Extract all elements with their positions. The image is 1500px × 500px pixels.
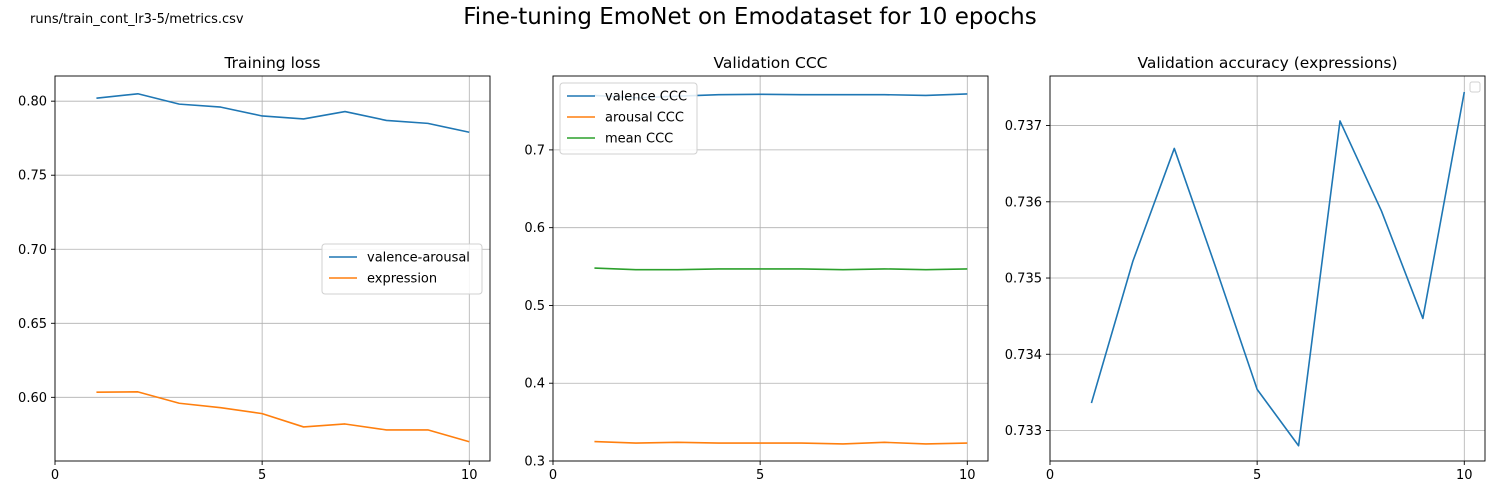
y-tick-label: 0.4: [524, 377, 545, 392]
y-tick-label: 0.60: [18, 391, 47, 406]
series-line-mean-ccc: [594, 267, 968, 271]
plot-frame: [552, 75, 989, 462]
x-tick-label: 5: [756, 468, 764, 483]
legend: valence-arousal expression: [321, 243, 483, 295]
legend-label: valence-arousal: [367, 251, 470, 266]
legend: valence CCC arousal CCC mean CCC: [559, 82, 698, 155]
series-line-accuracy: [1090, 91, 1466, 447]
x-tick-label: 0: [549, 468, 557, 483]
chart-title: Training loss: [223, 54, 320, 72]
legend-label: mean CCC: [605, 132, 673, 147]
legend-box: [321, 243, 483, 295]
file-path-label: runs/train_cont_lr3-5/metrics.csv: [30, 12, 244, 27]
series-line-arousal-ccc: [594, 440, 968, 445]
chart-panel-2: Validation CCC 0 5 10 0.3 0.4 0.5 0.6 0.7 valence…: [524, 54, 989, 483]
chart-title: Validation accuracy (expressions): [1137, 54, 1397, 72]
x-tick-label: 10: [1456, 468, 1473, 483]
plot-frame: [1049, 75, 1486, 462]
y-tick-label: 0.737: [1005, 119, 1042, 134]
y-tick-label: 0.733: [1005, 424, 1042, 439]
y-tick-label: 0.736: [1005, 195, 1042, 210]
y-tick-label: 0.70: [18, 243, 47, 258]
x-tick-label: 0: [1046, 468, 1054, 483]
series-line-valence-arousal: [96, 92, 470, 134]
empty-legend-box: [1469, 81, 1481, 93]
chart-panel-3: Validation accuracy (expressions) 0 5 10 0.7…: [1005, 54, 1486, 483]
legend-label: arousal CCC: [605, 111, 684, 126]
y-tick-label: 0.7: [524, 143, 545, 158]
legend-label: valence CCC: [605, 90, 687, 105]
chart-panel-1: Training loss 0 5 10 0.60 0.65 0.70 0.75 0.80 val…: [18, 54, 491, 483]
chart-title: Validation CCC: [714, 54, 828, 72]
figure-title: Fine-tuning EmoNet on Emodataset for 10 …: [463, 4, 1037, 30]
x-tick-label: 10: [959, 468, 976, 483]
y-tick-label: 0.734: [1005, 348, 1042, 363]
y-tick-label: 0.75: [18, 169, 47, 184]
plot-frame: [54, 75, 491, 462]
legend-label: expression: [367, 272, 437, 287]
x-tick-label: 10: [461, 468, 478, 483]
y-tick-label: 0.65: [18, 317, 47, 332]
x-tick-label: 5: [258, 468, 266, 483]
y-tick-label: 0.735: [1005, 272, 1042, 287]
y-tick-label: 0.3: [524, 455, 545, 470]
y-tick-label: 0.5: [524, 299, 545, 314]
series-line-expression: [96, 391, 470, 443]
y-tick-label: 0.6: [524, 221, 545, 236]
x-tick-label: 0: [51, 468, 59, 483]
legend-box: [559, 82, 698, 155]
y-tick-label: 0.80: [18, 95, 47, 110]
x-tick-label: 5: [1253, 468, 1261, 483]
